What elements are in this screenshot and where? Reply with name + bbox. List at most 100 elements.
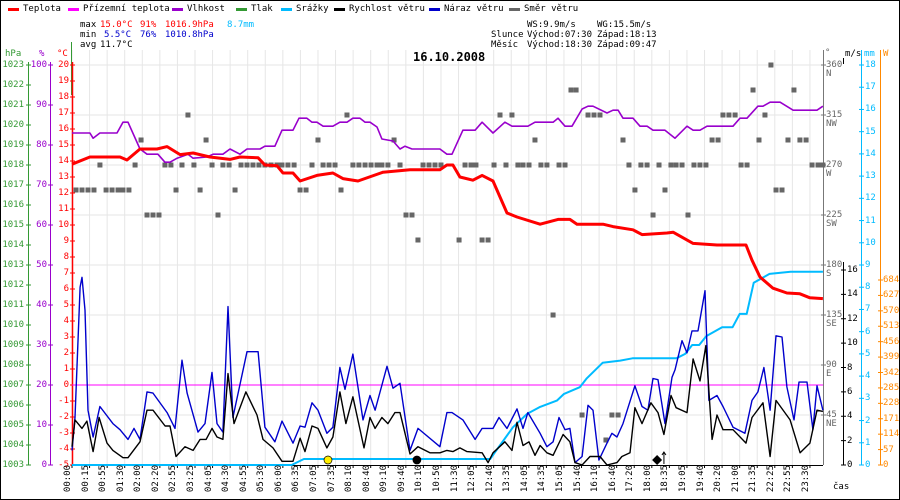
wind-direction-point [326,162,332,168]
rain-tick-label: 3 [865,393,871,404]
x-tick-label: 20:20 [713,465,724,493]
rain-tick-label: 5 [865,348,871,359]
x-tick-label: 19:40 [695,465,706,493]
temperature-tick-label: -2 [58,412,69,422]
pressure-tick-label: 1020 [2,120,24,130]
wind-gust-max: WG:15.5m/s [597,20,652,30]
wind-direction-point [132,162,138,168]
x-tick-label: 14:35 [537,465,548,493]
legend-label: Teplota [23,4,61,14]
direction-tick-label: 90 [826,360,837,370]
wind-direction-point [226,162,232,168]
pressure-tick-label: 1005 [2,420,24,430]
wind-direction-point [374,162,380,168]
min-humidity: 76% [140,30,157,40]
rain-tick-label: 14 [865,148,876,159]
x-tick-label: 09:40 [396,465,407,493]
humidity-tick-label: 100 [30,60,47,70]
x-tick-label: 05:30 [256,465,267,493]
wind-direction-point [168,162,174,168]
x-tick-label: 08:40 [361,465,372,493]
wind-direction-point [415,237,421,243]
wind-direction-point [350,162,356,168]
legend-swatch [429,7,440,11]
x-tick-label: 19:05 [677,465,688,493]
wind-direction-point [662,187,668,193]
moon-label: Měsíc [491,40,519,50]
wind-direction-point [473,162,479,168]
compass-label: W [826,169,832,179]
temperature-tick-label: 16 [58,124,69,134]
direction-tick-label: 180 [826,260,843,270]
x-tick-label: 17:20 [625,465,636,493]
wind-direction-point [562,162,568,168]
temperature-tick-label: 10 [58,220,69,230]
wind-direction-point [820,162,826,168]
humidity-tick-label: 40 [36,300,47,310]
temperature-tick-label: 18 [58,92,69,102]
wind-direction-point [115,187,121,193]
rain-tick-label: 18 [865,60,876,70]
temperature-tick-label: -1 [58,396,69,406]
legend-swatch [172,7,183,11]
avg-temperature: 11.7°C [100,40,133,50]
legend-item-prizemni-teplota: Přízemní teplota [68,4,170,14]
pressure-tick-label: 1006 [2,400,24,410]
min-temperature: 5.5°C [104,30,132,40]
temperature-tick-label: 4 [63,316,69,326]
temperature-tick-label: 9 [63,236,69,246]
wind-direction-point [756,137,762,143]
wind-direction-point [244,162,250,168]
wind-direction-point [720,112,726,118]
temperature-axis-unit: °C [57,49,68,59]
temperature-tick-label: 5 [63,300,69,310]
max-pressure: 1016.9hPa [165,20,214,30]
wind-direction-point [750,87,756,93]
wind-direction-point [503,162,509,168]
wind-direction-point [550,312,556,318]
x-tick-label: 16:40 [607,465,618,493]
wind-direction-point [809,162,815,168]
wind-direction-point [215,212,221,218]
wind-direction-point [191,162,197,168]
x-tick-label: 08:10 [344,465,355,493]
radiation-tick-label: 513 [883,321,900,332]
radiation-tick-label: 114 [883,429,900,440]
x-tick-label: 00:15 [80,465,91,493]
x-tick-label: 15:05 [554,465,565,493]
rain-axis-unit: mm [864,49,875,59]
wind-direction-point [620,137,626,143]
compass-label: NW [826,119,837,129]
wind-direction-point [685,212,691,218]
x-tick-label: 04:55 [238,465,249,493]
wind-direction-point [91,187,97,193]
pressure-tick-label: 1022 [2,80,24,90]
x-tick-label: 09:10 [379,465,390,493]
wind-direction-point [779,187,785,193]
wind-direction-point [220,162,226,168]
wind-direction-point [409,212,415,218]
wind-direction-point [250,162,256,168]
wind-direction-point [185,112,191,118]
wind-direction-point [609,412,615,418]
wind-direction-point [432,162,438,168]
pressure-tick-label: 1007 [2,380,24,390]
wind-axis-unit: m/s [845,49,862,59]
wind-direction-point [791,87,797,93]
legend-item-teplota: Teplota [8,4,61,14]
radiation-tick-label: 171 [883,413,900,424]
wind-direction-point [420,162,426,168]
wind-direction-point [632,187,638,193]
legend-label: Rychlost větru [349,4,425,14]
wind-direction-point [338,187,344,193]
series-sr-ky [72,270,823,466]
wind-direction-point [73,187,79,193]
sunrise-marker [323,455,333,465]
min-pressure: 1010.8hPa [165,30,214,40]
compass-label: N [826,69,832,79]
direction-tick-label: 270 [826,160,843,170]
humidity-tick-label: 70 [36,180,47,190]
x-axis-label: čas [833,482,850,492]
x-tick-label: 00:00 [63,465,73,493]
legend-swatch [236,7,247,11]
